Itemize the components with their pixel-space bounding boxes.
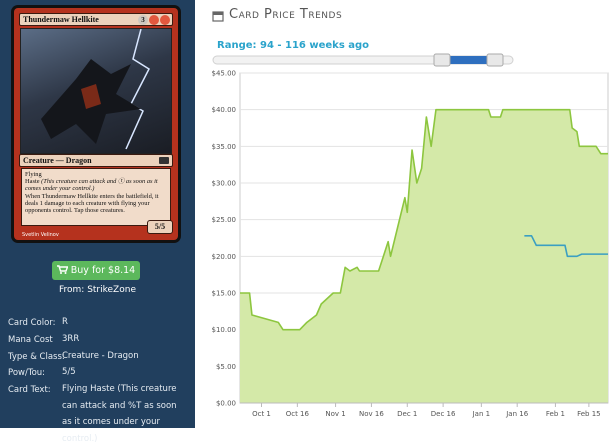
- set-icon: [159, 157, 169, 164]
- y-tick-label: $45.00: [212, 70, 237, 78]
- x-tick-label: Nov 16: [359, 410, 384, 418]
- cart-icon: [56, 265, 69, 274]
- slider-handle[interactable]: [486, 53, 504, 67]
- card-art: [20, 28, 172, 154]
- detail-label: Mana Cost: [8, 335, 53, 345]
- reminder-text: (This creature can attack and ⓣ as soon …: [25, 178, 158, 193]
- mana-symbol: [149, 15, 159, 25]
- slider-selection: [450, 56, 488, 64]
- detail-value: 5/5: [62, 367, 76, 377]
- power-toughness: 5/5: [147, 220, 173, 234]
- calendar-icon: [212, 11, 224, 22]
- x-tick-label: Dec 16: [431, 410, 456, 418]
- x-tick-label: Oct 1: [252, 410, 271, 418]
- card-image: Thundermaw Hellkite 3 Creature — Dragon …: [11, 5, 181, 243]
- buy-source: From: StrikeZone: [59, 285, 136, 295]
- y-tick-label: $15.00: [212, 290, 237, 298]
- mana-symbol: [160, 15, 170, 25]
- detail-value: Creature - Dragon: [62, 351, 139, 361]
- range-slider[interactable]: [210, 53, 520, 67]
- panel-title: Card Price Trends: [229, 7, 343, 22]
- range-label: Range: 94 - 116 weeks ago: [217, 40, 370, 51]
- price-line: [524, 235, 608, 258]
- y-tick-label: $30.00: [212, 180, 237, 188]
- price-chart: $0.00 $5.00 $10.00 $15.00 $20.00 $25.00 $30.00…: [212, 70, 609, 418]
- rules-keyword: Haste: [25, 178, 40, 186]
- buy-button[interactable]: Buy for $8.14: [52, 261, 140, 280]
- y-tick-label: $25.00: [212, 216, 237, 224]
- detail-label: Card Color:: [8, 318, 56, 328]
- y-tick-label: $0.00: [216, 400, 236, 408]
- y-tick-label: $10.00: [212, 326, 237, 334]
- detail-value: 3RR: [62, 334, 80, 344]
- artist: Svetlin Velinov: [22, 232, 59, 238]
- x-tick-label: Feb 1: [546, 410, 565, 418]
- rules-line: Haste (This creature can attack and ⓣ as…: [25, 178, 167, 192]
- card-name: Thundermaw Hellkite: [23, 15, 99, 24]
- detail-value: Flying Haste (This creature can attack a…: [62, 384, 177, 444]
- art-drawing: [41, 29, 150, 150]
- rules-line: Flying: [25, 171, 42, 178]
- card-name-bar: Thundermaw Hellkite: [19, 13, 173, 26]
- mana-symbol: 3: [138, 15, 148, 25]
- type-bar: Creature — Dragon: [19, 154, 173, 167]
- card-frame: Thundermaw Hellkite 3 Creature — Dragon …: [14, 8, 178, 240]
- price-area: [240, 109, 608, 403]
- dragon-belly: [81, 84, 101, 109]
- buy-label: Buy for $8.14: [70, 265, 136, 276]
- slider-handle[interactable]: [433, 53, 451, 67]
- x-tick-label: Feb 15: [577, 410, 601, 418]
- y-tick-label: $40.00: [212, 106, 237, 114]
- y-tick-label: $35.00: [212, 143, 237, 151]
- x-tick-label: Nov 1: [325, 410, 345, 418]
- x-tick-label: Oct 16: [286, 410, 310, 418]
- y-tick-label: $5.00: [216, 363, 236, 371]
- detail-label: Type & Class:: [8, 352, 65, 362]
- rules-line: When Thundermaw Hellkite enters the batt…: [25, 192, 159, 215]
- detail-label: Pow/Tou:: [8, 368, 46, 378]
- lightning: [125, 29, 150, 150]
- x-tick-label: Dec 1: [397, 410, 417, 418]
- x-tick-label: Jan 1: [472, 410, 490, 418]
- card-sidebar: Thundermaw Hellkite 3 Creature — Dragon …: [0, 0, 195, 444]
- detail-label: Card Text:: [8, 385, 51, 395]
- rules-box: Flying Haste (This creature can attack a…: [21, 168, 171, 226]
- detail-value: R: [62, 317, 68, 327]
- type-line: Creature — Dragon: [23, 156, 92, 165]
- y-tick-label: $20.00: [212, 253, 237, 261]
- x-tick-label: Jan 16: [505, 410, 528, 418]
- price-line: [240, 108, 608, 331]
